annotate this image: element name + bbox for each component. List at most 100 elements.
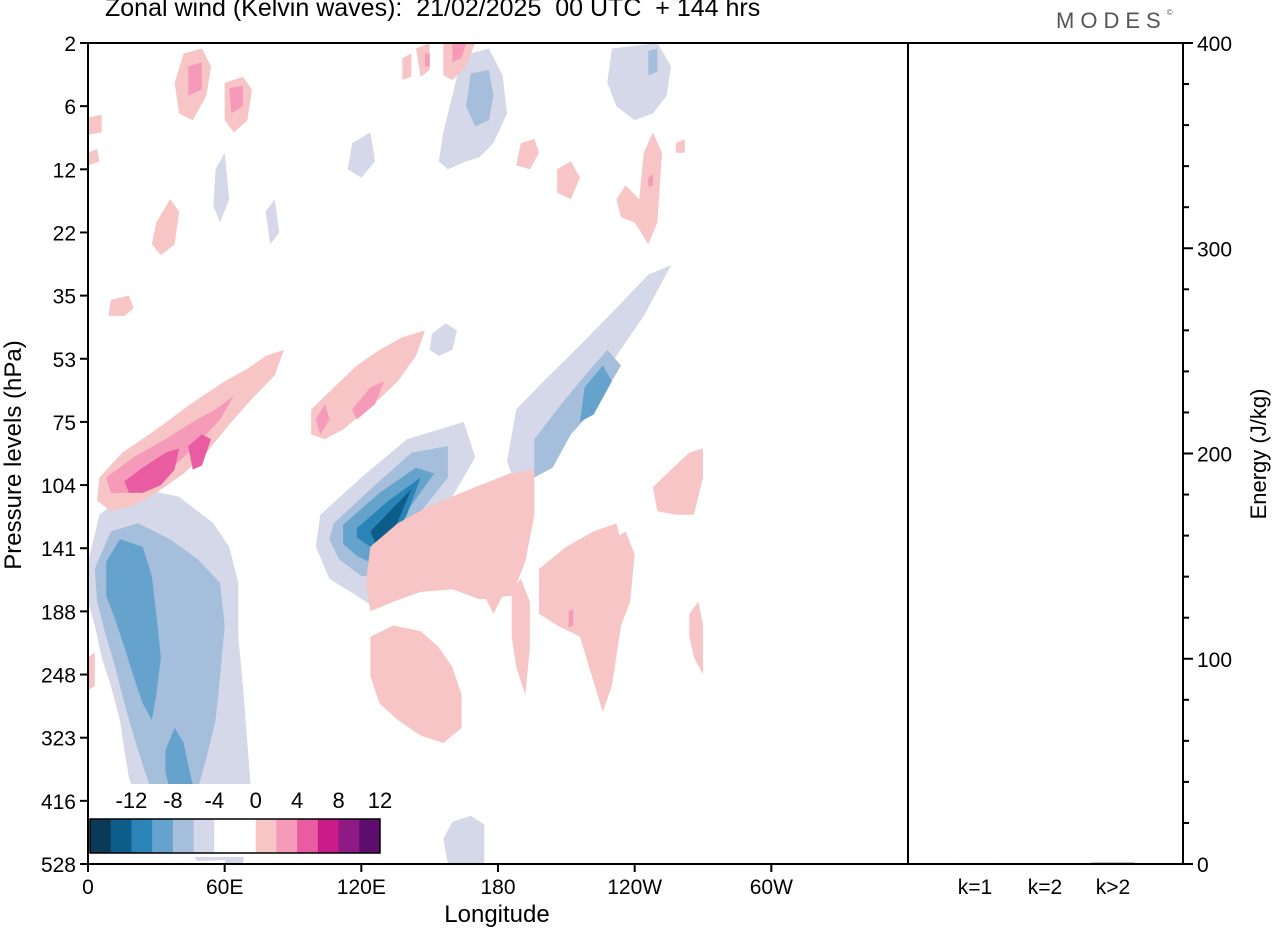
contour-region <box>648 48 658 76</box>
contour-region <box>511 578 530 695</box>
contour-region <box>265 199 280 245</box>
contour-region <box>580 365 612 422</box>
brand-name: MODES <box>1056 8 1167 33</box>
y-tick-label: 248 <box>41 665 76 688</box>
y-tick-label: 188 <box>41 601 76 624</box>
y-tick-label: 6 <box>64 96 76 119</box>
energy-tick-label: 400 <box>1197 33 1232 56</box>
contour-region <box>106 395 234 493</box>
contour-region <box>229 85 243 114</box>
energy-category-label: k=2 <box>1028 876 1062 899</box>
contour-region <box>539 523 626 712</box>
contour-region <box>416 707 435 736</box>
contour-region <box>416 43 430 77</box>
y-tick-label: 104 <box>41 475 76 498</box>
y-tick-label: 53 <box>53 349 76 372</box>
brand-logo: MODES© <box>1056 8 1173 34</box>
energy-tick-label: 300 <box>1197 238 1232 261</box>
y-tick-label: 528 <box>41 854 76 877</box>
energy-panel: 0 100 200 300 400 k=1 k=2 k>2 <box>907 33 1232 899</box>
energy-tick-label: 100 <box>1197 649 1232 672</box>
colorbar-swatch <box>359 819 381 853</box>
colorbar-swatch <box>131 819 153 853</box>
colorbar-swatch <box>214 819 236 853</box>
colorbar-frame <box>89 818 381 854</box>
colorbar: -12 -8 -4 0 4 8 12 <box>86 784 392 857</box>
contour-region <box>648 174 653 187</box>
colorbar-swatch <box>172 819 195 853</box>
x-tick-label: 120W <box>607 876 662 899</box>
contour-region <box>88 652 95 691</box>
colorbar-label: 4 <box>291 788 303 813</box>
energy-bar <box>953 862 997 864</box>
colorbar-label: 12 <box>368 788 392 813</box>
colorbar-swatch <box>276 819 298 853</box>
contour-region <box>347 132 375 178</box>
contour-region <box>452 43 467 63</box>
contour-region <box>484 528 508 614</box>
contour-region <box>611 531 635 626</box>
colorbar-swatch <box>90 819 112 853</box>
contour-region <box>652 448 703 515</box>
energy-axis-label: Energy (J/kg) <box>1246 389 1271 520</box>
contour-region <box>124 448 180 493</box>
x-axis-label: Longitude <box>444 901 549 928</box>
colorbar-swatch <box>110 819 132 853</box>
y-axis-label: Pressure levels (hPa) <box>0 340 27 569</box>
contour-region <box>443 43 476 80</box>
contour-region <box>466 70 494 127</box>
colorbar-swatch <box>317 819 340 853</box>
contour-region <box>607 43 672 121</box>
contour-region <box>443 815 485 864</box>
contour-region <box>689 601 703 675</box>
colorbar-swatch <box>235 819 257 853</box>
x-tick-label: 180 <box>480 876 515 899</box>
contour-region <box>188 434 211 470</box>
contour-region <box>370 625 462 743</box>
colorbar-swatch <box>152 819 174 853</box>
y-tick-label: 75 <box>53 412 76 435</box>
colorbar-swatch <box>255 819 277 853</box>
contour-region <box>188 62 202 96</box>
contour-region <box>315 404 330 435</box>
contour-region <box>88 149 100 166</box>
contour-region <box>106 539 161 720</box>
energy-bar <box>1091 862 1135 864</box>
energy-tick-label: 0 <box>1197 854 1209 877</box>
contour-region <box>88 114 102 135</box>
contour-region <box>311 330 426 440</box>
y-tick-label: 35 <box>53 286 76 309</box>
contour-layer <box>88 43 703 864</box>
energy-category-label: k=1 <box>958 876 992 899</box>
y-tick-label: 141 <box>41 538 76 561</box>
chart-title: Zonal wind (Kelvin waves): 21/02/2025 00… <box>105 0 761 22</box>
y-tick-label: 12 <box>53 159 76 182</box>
colorbar-label: -4 <box>205 788 225 813</box>
contour-region <box>516 139 539 170</box>
y-tick-label: 323 <box>41 728 76 751</box>
contour-region <box>402 53 412 80</box>
y-tick-label: 416 <box>41 791 76 814</box>
colorbar-label: -12 <box>116 788 148 813</box>
energy-category-label: k>2 <box>1096 876 1130 899</box>
colorbar-label: 8 <box>332 788 344 813</box>
colorbar-swatch <box>193 819 215 853</box>
contour-region <box>352 381 385 420</box>
contour-region <box>370 489 412 553</box>
x-tick-label: 60W <box>750 876 793 899</box>
x-tick-label: 60E <box>206 876 243 899</box>
colorbar-label: -8 <box>163 788 183 813</box>
energy-bar <box>1023 863 1067 865</box>
colorbar-label: 0 <box>250 788 262 813</box>
y-tick-label: 22 <box>53 222 76 245</box>
brand-mark: © <box>1166 8 1173 17</box>
colorbar-swatch <box>338 819 360 853</box>
contour-region <box>151 199 180 256</box>
contour-region <box>568 609 574 628</box>
energy-tick-label: 200 <box>1197 444 1232 467</box>
contour-region <box>425 53 430 67</box>
energy-frame <box>907 42 1184 865</box>
